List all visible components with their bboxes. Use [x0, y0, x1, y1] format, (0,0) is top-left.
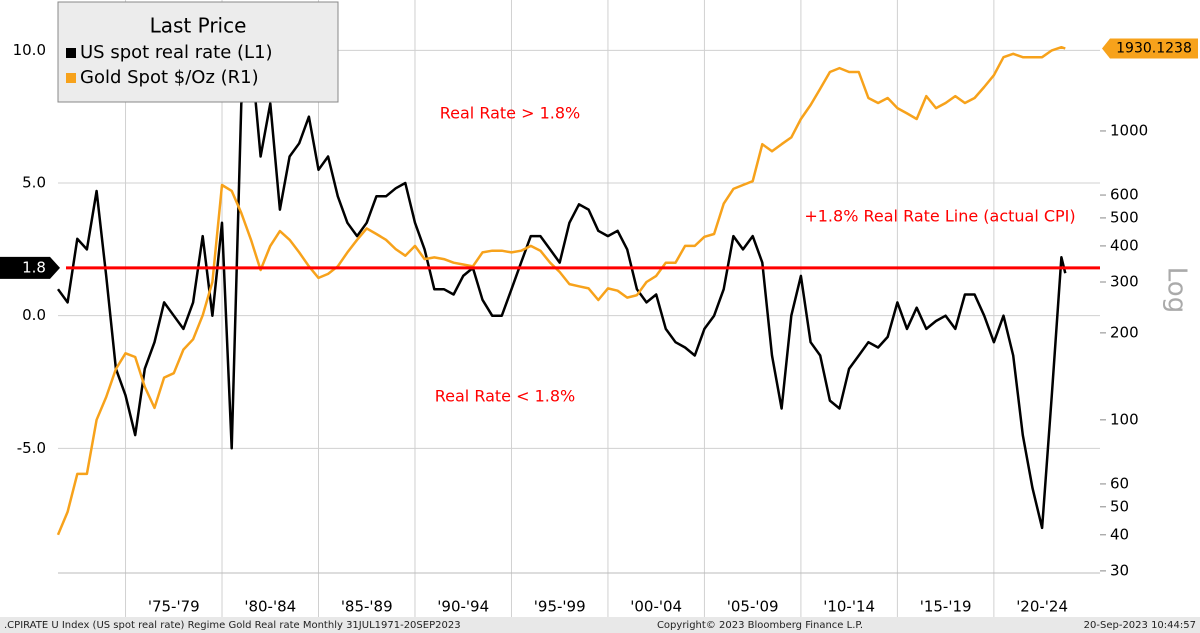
footer-right: 20-Sep-2023 10:44:57 [1084, 620, 1196, 631]
x-tick-label: '15-'19 [920, 598, 972, 616]
legend-label: Gold Spot $/Oz (R1) [80, 67, 259, 88]
legend-title: Last Price [150, 14, 247, 38]
footer-left: .CPIRATE U Index (US spot real rate) Reg… [4, 620, 461, 631]
series-line [56, 49, 1067, 530]
y2-tick-label: 400 [1110, 236, 1139, 254]
x-tick-label: '80-'84 [244, 598, 296, 616]
x-tick-label: '90-'94 [437, 598, 489, 616]
x-tick-label: '75-'79 [148, 598, 200, 616]
series-line [56, 45, 1066, 536]
footer-bar [0, 617, 1200, 633]
x-tick-label: '85-'89 [341, 598, 393, 616]
y2-tick-label: 300 [1110, 273, 1139, 291]
reference-tag [0, 256, 60, 279]
y2-tick-label: 50 [1110, 497, 1129, 515]
reference-label: 1.8 [22, 258, 46, 276]
plot [56, 45, 1100, 536]
x-tick-label: '05-'09 [727, 598, 779, 616]
y2-tick-label: 600 [1110, 186, 1139, 204]
log-label: Log [1162, 267, 1192, 313]
legend-box [57, 1, 339, 103]
last-value-label: 1930.1238 [1116, 40, 1192, 56]
annotation: Real Rate < 1.8% [435, 387, 576, 406]
x-tick-label: '00-'04 [630, 598, 682, 616]
legend: US spot real rate (L1) Gold Spot $/Oz (R1… [66, 42, 273, 88]
y2-tick-label: 1000 [1110, 121, 1148, 139]
y-tick-label: 10.0 [13, 41, 46, 59]
y2-tick-label: 30 [1110, 561, 1129, 579]
last-value-tag [1102, 38, 1198, 59]
annotation: Real Rate > 1.8% [440, 104, 581, 123]
footer-center: Copyright© 2023 Bloomberg Finance L.P. [657, 620, 863, 631]
y2-tick-label: 100 [1110, 410, 1139, 428]
x-tick-label: '10-'14 [823, 598, 875, 616]
grid [58, 0, 1100, 617]
legend-label: US spot real rate (L1) [80, 42, 273, 63]
y-tick-label: 5.0 [22, 174, 46, 192]
legend-swatch [66, 48, 76, 58]
y2-tick-label: 40 [1110, 525, 1129, 543]
x-tick-label: '95-'99 [534, 598, 586, 616]
legend-swatch [66, 73, 76, 83]
y2-tick-label: 60 [1110, 474, 1129, 492]
y2-tick-label: 200 [1110, 323, 1139, 341]
y-tick-label: 0.0 [22, 306, 46, 324]
y-tick-label: -5.0 [17, 439, 46, 457]
annotation: +1.8% Real Rate Line (actual CPI) [804, 207, 1075, 226]
y2-tick-label: 500 [1110, 208, 1139, 226]
x-tick-label: '20-'24 [1016, 598, 1068, 616]
